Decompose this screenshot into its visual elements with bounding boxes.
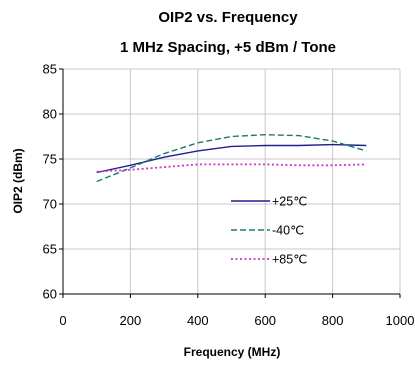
x-tick-label: 0 — [59, 313, 66, 328]
y-tick-label: 60 — [43, 287, 57, 302]
x-tick-label: 200 — [120, 313, 142, 328]
grid-layer — [63, 68, 401, 294]
legend: +25℃ -40℃ +85℃ — [231, 195, 307, 267]
axes-layer: 60 65 70 75 80 85 0 200 400 600 800 1000 — [43, 62, 415, 329]
legend-label-0: +25℃ — [272, 195, 307, 209]
legend-label-1: -40℃ — [272, 224, 304, 238]
series-layer — [96, 133, 367, 183]
y-tick-label: 70 — [43, 197, 57, 212]
y-tick-label: 65 — [43, 242, 57, 257]
x-tick-label: 400 — [187, 313, 209, 328]
series-line-2 — [96, 163, 367, 173]
legend-label-2: +85℃ — [272, 253, 307, 267]
x-axis-label: Frequency (MHz) — [184, 345, 281, 359]
y-tick-label: 85 — [43, 62, 57, 77]
chart-subtitle: 1 MHz Spacing, +5 dBm / Tone — [120, 39, 336, 56]
y-tick-label: 75 — [43, 152, 57, 167]
chart-title: OIP2 vs. Frequency — [158, 9, 298, 26]
y-tick-label: 80 — [43, 107, 57, 122]
x-tick-label: 1000 — [386, 313, 415, 328]
series-line-1 — [96, 133, 367, 183]
x-tick-label: 800 — [322, 313, 344, 328]
y-axis-label: OIP2 (dBm) — [11, 148, 25, 213]
x-tick-label: 600 — [254, 313, 276, 328]
